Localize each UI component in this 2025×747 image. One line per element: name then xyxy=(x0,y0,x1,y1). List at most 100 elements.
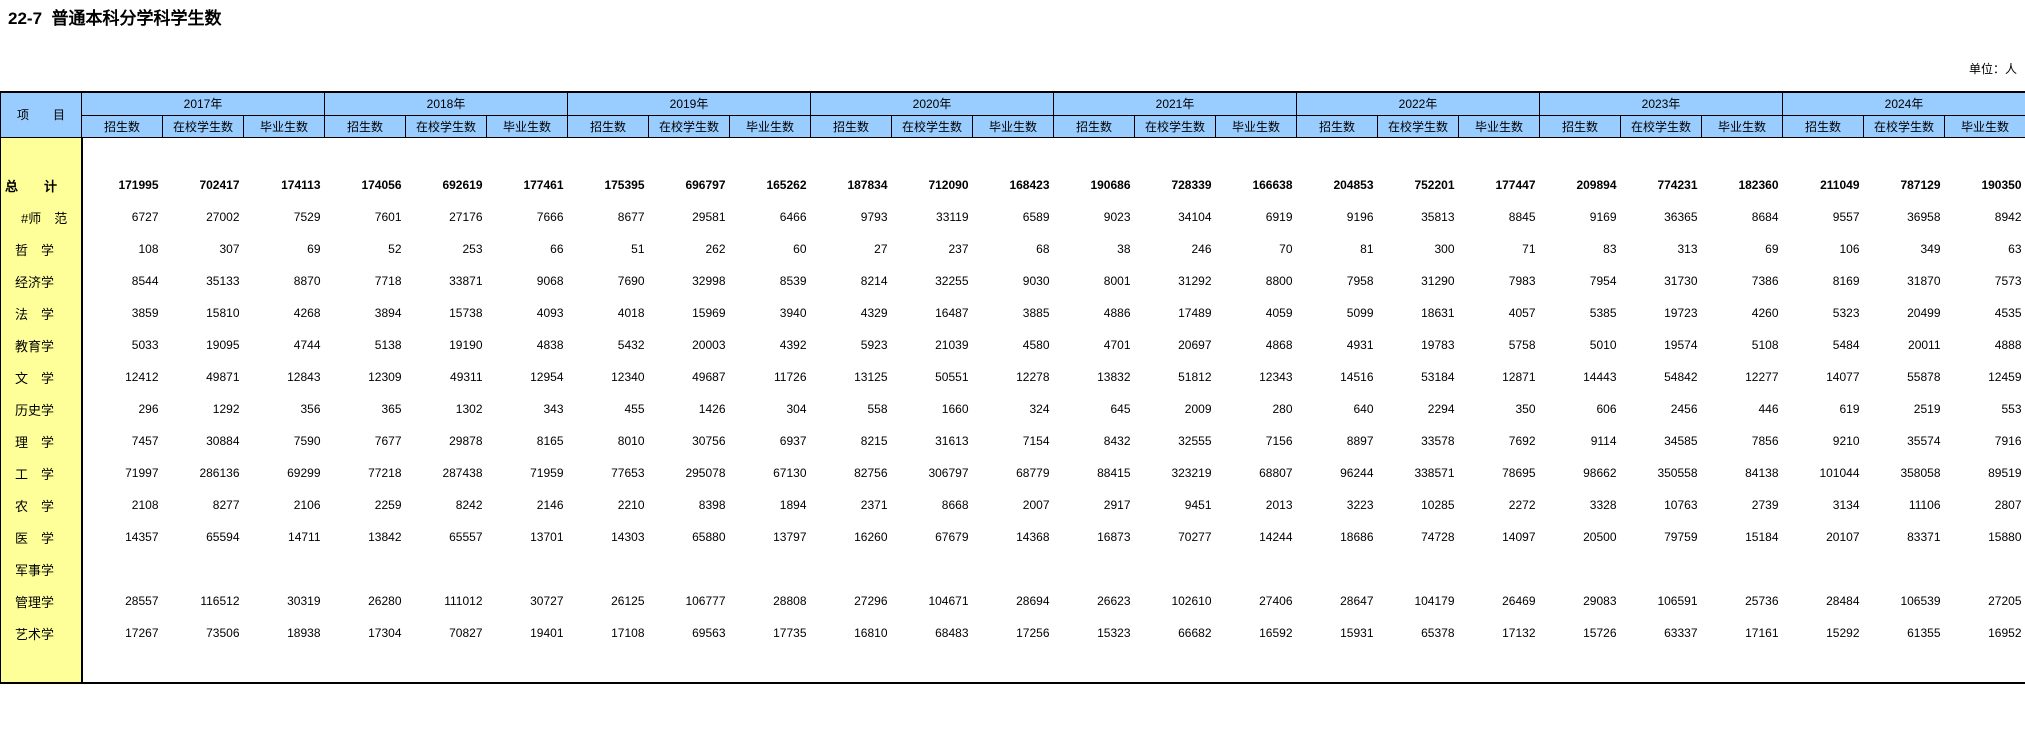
data-cell: 20500 xyxy=(1583,530,1617,544)
data-cell: 2013 xyxy=(1265,498,1293,512)
data-cell: 26125 xyxy=(611,594,645,608)
data-cell: 2456 xyxy=(1670,402,1698,416)
data-cell: 295078 xyxy=(685,466,726,480)
data-cell: 696797 xyxy=(685,178,726,192)
data-cell: 70 xyxy=(1279,242,1293,256)
data-cell: 35133 xyxy=(206,274,240,288)
data-cell: 7154 xyxy=(1022,434,1050,448)
data-cell: 2294 xyxy=(1427,402,1455,416)
table-row: #师 范 6727 27002 7529 7601 27176 7666 8677 29581 6… xyxy=(0,201,2025,233)
data-cell: 365 xyxy=(381,402,402,416)
data-cell: 65594 xyxy=(206,530,240,544)
data-cell: 68483 xyxy=(935,626,969,640)
data-cell xyxy=(1297,553,1378,585)
data-cell: 74728 xyxy=(1421,530,1455,544)
data-cell xyxy=(1216,553,1297,585)
data-cell: 712090 xyxy=(928,178,969,192)
data-cell: 15738 xyxy=(449,306,483,320)
data-cell: 3885 xyxy=(1022,306,1050,320)
row-label-cell xyxy=(0,137,83,169)
table-row: 军事学 xyxy=(0,553,2025,585)
data-cell: 26280 xyxy=(368,594,402,608)
data-cell: 28808 xyxy=(773,594,807,608)
data-cell xyxy=(811,553,892,585)
data-cell: 33119 xyxy=(936,210,969,224)
data-cell: 32998 xyxy=(692,274,726,288)
data-cell: 300 xyxy=(1434,242,1455,256)
data-cell: 19095 xyxy=(206,338,240,352)
sub-header-cell: 在校学生数 xyxy=(405,114,487,138)
data-cell: 28647 xyxy=(1340,594,1374,608)
data-cell: 27002 xyxy=(206,210,240,224)
data-cell: 9196 xyxy=(1346,210,1374,224)
data-cell: 7529 xyxy=(293,210,321,224)
data-cell: 358058 xyxy=(1900,466,1941,480)
data-cell: 12343 xyxy=(1259,370,1293,384)
data-cell: 5484 xyxy=(1832,338,1860,352)
data-cell: 5010 xyxy=(1589,338,1617,352)
data-cell: 7386 xyxy=(1751,274,1779,288)
data-cell: 68779 xyxy=(1016,466,1050,480)
data-cell: 177461 xyxy=(523,178,564,192)
data-cell: 4744 xyxy=(293,338,321,352)
sub-header-cell: 招生数 xyxy=(324,114,406,138)
data-cell: 774231 xyxy=(1657,178,1698,192)
empty-cell xyxy=(82,137,2025,169)
table-row: 法 学 3859 15810 4268 3894 15738 4093 4018 15969 39… xyxy=(0,297,2025,329)
sub-header-cell: 招生数 xyxy=(567,114,649,138)
data-cell: 5385 xyxy=(1589,306,1617,320)
data-cell: 49687 xyxy=(692,370,726,384)
data-cell: 16592 xyxy=(1259,626,1293,640)
data-cell: 2739 xyxy=(1751,498,1779,512)
data-cell: 553 xyxy=(2001,402,2022,416)
data-cell: 20003 xyxy=(692,338,726,352)
data-cell xyxy=(487,553,568,585)
data-cell: 2009 xyxy=(1184,402,1212,416)
data-cell: 65880 xyxy=(692,530,726,544)
data-cell: 71959 xyxy=(530,466,564,480)
table-row: 历史学 296 1292 356 365 1302 343 455 1426 304 558 1660… xyxy=(0,393,2025,425)
data-cell: 1894 xyxy=(779,498,807,512)
data-cell: 12954 xyxy=(530,370,564,384)
data-cell: 4838 xyxy=(536,338,564,352)
table-row: 艺术学 17267 73506 18938 17304 70827 19401 17108 69… xyxy=(0,617,2025,649)
data-cell: 67130 xyxy=(773,466,807,480)
data-cell: 4329 xyxy=(860,306,888,320)
data-cell: 8277 xyxy=(212,498,240,512)
data-cell: 7983 xyxy=(1508,274,1536,288)
data-cell: 2106 xyxy=(293,498,321,512)
data-cell: 7590 xyxy=(293,434,321,448)
data-cell: 9557 xyxy=(1832,210,1860,224)
data-cell: 6937 xyxy=(779,434,807,448)
data-cell: 2371 xyxy=(860,498,888,512)
data-cell xyxy=(730,553,811,585)
data-cell: 8544 xyxy=(131,274,159,288)
data-cell: 3894 xyxy=(374,306,402,320)
data-cell: 7156 xyxy=(1265,434,1293,448)
table-row: 医 学 14357 65594 14711 13842 65557 13701 14303 65… xyxy=(0,521,2025,553)
data-cell: 3940 xyxy=(779,306,807,320)
data-cell: 51812 xyxy=(1178,370,1212,384)
data-cell: 101044 xyxy=(1819,466,1860,480)
empty-cell xyxy=(82,649,2025,683)
data-cell: 182360 xyxy=(1738,178,1779,192)
row-label-cell: 医 学 xyxy=(0,521,83,553)
data-cell: 19574 xyxy=(1664,338,1698,352)
data-cell: 31292 xyxy=(1178,274,1212,288)
data-cell: 27205 xyxy=(1988,594,2022,608)
data-cell: 20697 xyxy=(1178,338,1212,352)
data-cell: 29581 xyxy=(692,210,726,224)
data-cell: 1660 xyxy=(941,402,969,416)
sub-header-cell: 在校学生数 xyxy=(162,114,244,138)
table-row: 理 学 7457 30884 7590 7677 29878 8165 8010 30756 69… xyxy=(0,425,2025,457)
data-cell: 8942 xyxy=(1994,210,2022,224)
data-cell: 211049 xyxy=(1820,178,1860,192)
sub-header-cell: 毕业生数 xyxy=(729,114,811,138)
data-cell: 16952 xyxy=(1988,626,2022,640)
data-cell: 13701 xyxy=(530,530,564,544)
data-cell: 63337 xyxy=(1664,626,1698,640)
data-cell: 5033 xyxy=(131,338,159,352)
data-cell: 5108 xyxy=(1751,338,1779,352)
data-cell: 25736 xyxy=(1745,594,1779,608)
data-cell: 38 xyxy=(1117,242,1131,256)
